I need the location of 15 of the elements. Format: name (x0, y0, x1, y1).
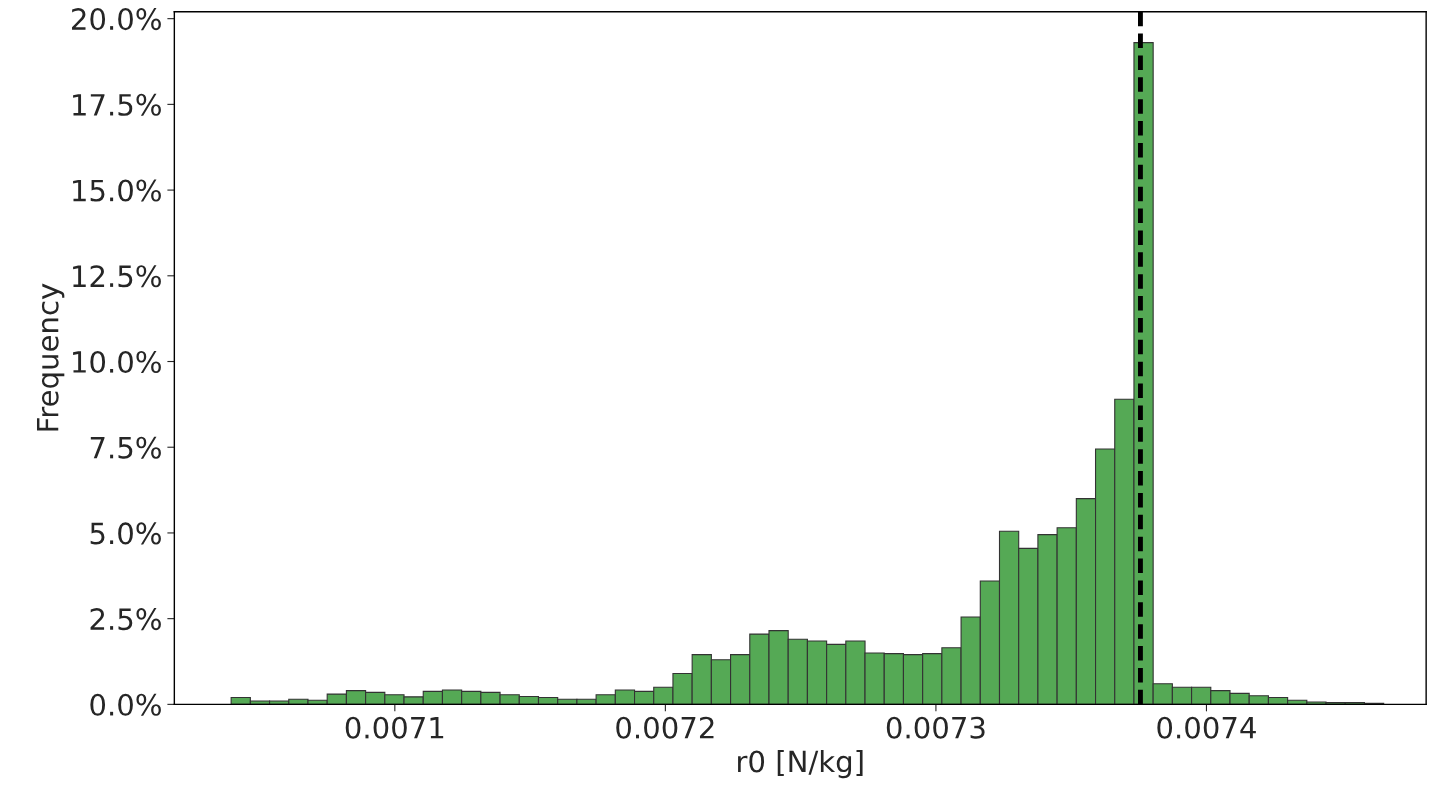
y-tick-label: 17.5% (73, 93, 161, 116)
y-tick-label: 10.0% (73, 350, 161, 374)
y-tick-label: 2.5% (90, 608, 161, 631)
y-tick-label: 0.0% (90, 693, 161, 716)
y-tick-label: 12.5% (73, 265, 161, 288)
x-tick-label: 0.0072 (616, 716, 714, 739)
y-axis-title: Frequency (36, 283, 65, 431)
x-axis-title: r0 [N/kg] (738, 749, 863, 779)
y-tick-label: 20.0% (72, 8, 161, 31)
x-tick-label: 0.0074 (1157, 716, 1256, 739)
y-tick-label: 5.0% (90, 522, 161, 545)
y-tick-label: 7.5% (90, 436, 161, 459)
y-tick-label: 15.0% (73, 179, 161, 202)
x-tick-label: 0.0073 (886, 716, 985, 739)
x-tick-label: 0.0071 (345, 716, 444, 739)
